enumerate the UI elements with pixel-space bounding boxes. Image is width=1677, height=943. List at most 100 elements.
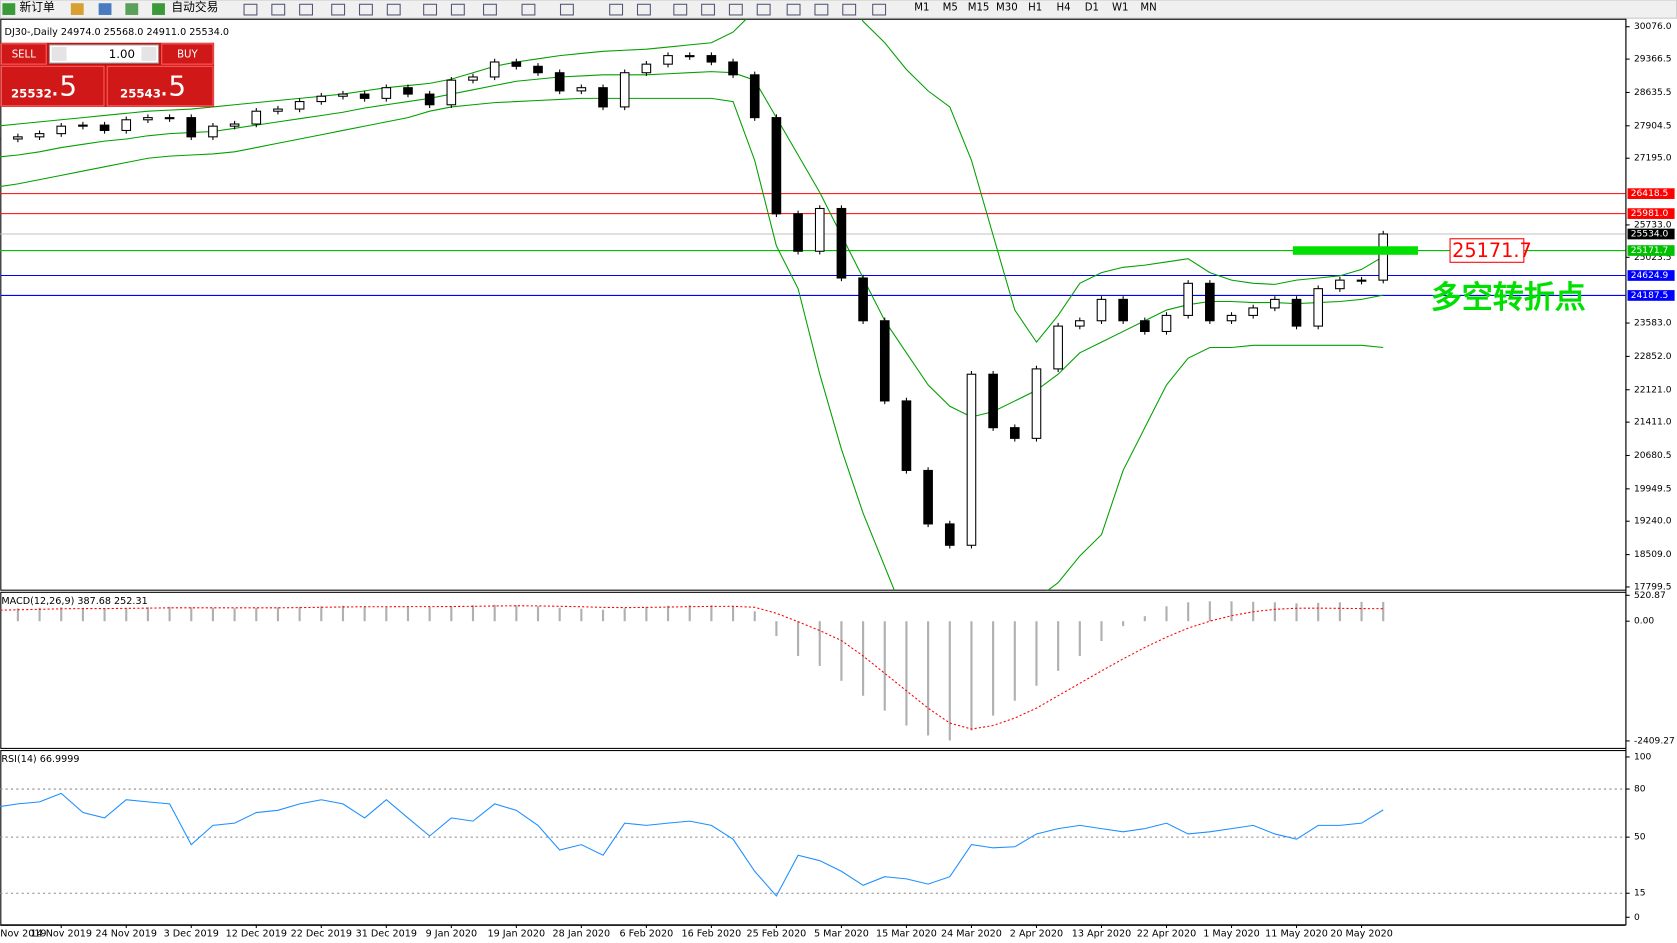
candle [1205, 282, 1215, 322]
candle [1096, 298, 1107, 322]
timeframe-button[interactable]: H4 [1057, 2, 1071, 13]
timeframe-button[interactable]: W1 [1112, 2, 1128, 13]
new-order-icon[interactable] [2, 3, 16, 15]
candle [1356, 279, 1367, 282]
candle [511, 61, 522, 67]
bid-price[interactable]: 25532 [11, 87, 52, 101]
toolbar-icon[interactable] [386, 3, 401, 16]
candle [836, 207, 847, 279]
sell-label[interactable]: SELL [12, 50, 36, 61]
ask-box[interactable] [106, 65, 214, 107]
candle [1031, 368, 1042, 439]
candle [1226, 314, 1237, 322]
lots-input[interactable] [48, 44, 160, 64]
price-tag [1627, 270, 1675, 281]
timeframe-button[interactable]: M15 [968, 2, 990, 13]
y-tick-label: -2409.27 [1634, 736, 1675, 746]
x-tick-label: 24 Nov 2019 [95, 928, 157, 939]
x-tick-label: 22 Dec 2019 [291, 928, 352, 939]
timeframe-button[interactable]: M30 [996, 2, 1018, 13]
toolbar-icon[interactable] [636, 3, 651, 16]
lots-down[interactable] [51, 47, 67, 61]
toolbar-icon[interactable] [701, 3, 716, 16]
y-tick-label: 520.87 [1634, 591, 1666, 601]
toolbar-icon[interactable] [450, 3, 465, 16]
x-tick-label: 1 May 2020 [1203, 928, 1260, 939]
chart-header: DJ30-,Daily 24974.0 25568.0 24911.0 2553… [5, 27, 229, 38]
toolbar-icon[interactable] [70, 3, 84, 15]
toolbar-icon[interactable] [521, 3, 536, 16]
x-tick-label: 13 Apr 2020 [1072, 928, 1131, 939]
buy-label[interactable]: BUY [177, 50, 198, 61]
candle [879, 320, 890, 402]
candle [338, 93, 348, 97]
candle [966, 373, 977, 546]
y-tick-label: 0 [1634, 913, 1640, 923]
candle [468, 76, 478, 81]
candle [446, 79, 457, 106]
toolbar-icon[interactable] [423, 3, 438, 16]
candle [663, 55, 673, 65]
price-tag-label: 25171.7 [1631, 246, 1669, 256]
bid-fraction[interactable]: .5 [51, 70, 78, 103]
price-tag [1627, 188, 1675, 199]
toolbar-icon[interactable] [842, 3, 857, 16]
toolbar-icon[interactable] [483, 3, 497, 16]
lots-value[interactable]: 1.00 [109, 47, 135, 61]
toolbar-icon[interactable] [98, 3, 112, 15]
timeframe-button[interactable]: H1 [1028, 2, 1042, 13]
toolbar-icon[interactable] [814, 3, 829, 16]
candle [944, 523, 955, 546]
y-tick-label: 100 [1634, 752, 1652, 762]
price-tag [1627, 290, 1675, 301]
timeframe-button[interactable]: M5 [943, 2, 958, 13]
timeframe-button[interactable]: M1 [914, 2, 929, 13]
bid-box[interactable] [0, 65, 105, 107]
candle [706, 55, 717, 63]
ask-price[interactable]: 25543 [120, 87, 161, 101]
price-tag-label: 25534.0 [1631, 230, 1669, 240]
x-tick-label: 19 Jan 2020 [488, 928, 546, 939]
lots-up[interactable] [141, 47, 157, 61]
x-tick-label: 15 Mar 2020 [876, 928, 937, 939]
pane: 30076.0 29366.5 28635.5 27904.5 27195.0 25733… [0, 18, 1675, 592]
candle [576, 87, 587, 92]
band-upper [0, 19, 1384, 344]
toolbar-icon[interactable] [299, 3, 314, 16]
auto-trading-icon[interactable] [152, 3, 165, 15]
candle [164, 117, 175, 120]
sell-button[interactable] [0, 43, 47, 65]
candle [1313, 288, 1324, 327]
toolbar-icon[interactable] [559, 3, 574, 16]
toolbar-icon[interactable] [331, 3, 346, 16]
new-order-button[interactable]: 新订单 [20, 0, 55, 14]
candle [121, 119, 132, 131]
x-tick-label: 16 Feb 2020 [681, 928, 741, 939]
toolbar-icon[interactable] [872, 3, 887, 16]
candle [34, 133, 45, 138]
buy-button[interactable] [161, 43, 214, 65]
toolbar-icon[interactable] [728, 3, 743, 16]
toolbar-icon[interactable] [125, 3, 139, 15]
pane-title: RSI(14) 66.9999 [1, 754, 79, 765]
y-tick-label: 25023.5 [1634, 253, 1672, 263]
toolbar-icon[interactable] [609, 3, 624, 16]
auto-trading-button[interactable]: 自动交易 [171, 0, 218, 14]
toolbar-icon[interactable] [756, 3, 771, 16]
candle [1074, 320, 1085, 327]
toolbar-icon[interactable] [786, 3, 801, 16]
toolbar-icon[interactable] [358, 3, 373, 16]
candle [771, 117, 782, 215]
ask-fraction[interactable]: .5 [160, 70, 187, 103]
x-tick-label: 14 Nov 2019 [30, 928, 92, 939]
x-tick-label: 3 Dec 2019 [164, 928, 219, 939]
toolbar-icon[interactable] [673, 3, 688, 16]
candle [728, 61, 738, 76]
y-tick-label: 0.00 [1634, 617, 1654, 627]
timeframe-button[interactable]: MN [1140, 2, 1156, 13]
timeframe-button[interactable]: D1 [1085, 2, 1099, 13]
candle [1378, 233, 1389, 281]
toolbar-icon[interactable] [271, 3, 286, 16]
toolbar-icon[interactable] [243, 3, 258, 16]
